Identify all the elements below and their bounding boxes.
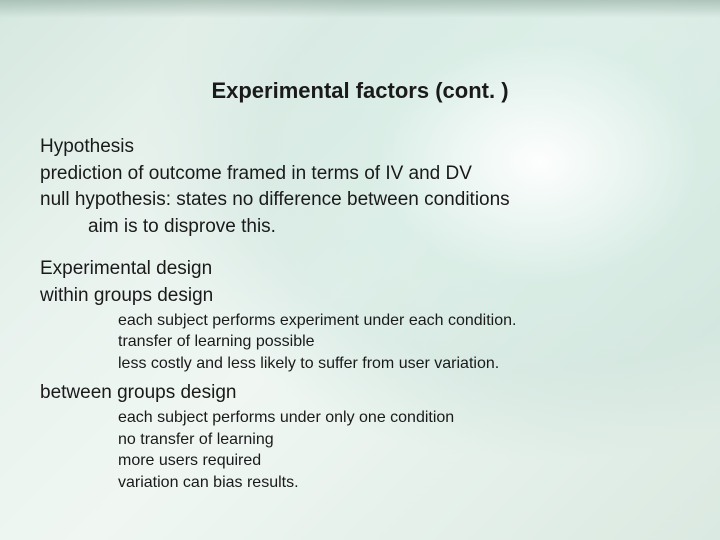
within-line-1: each subject performs experiment under e… [40,310,680,332]
slide-title: Experimental factors (cont. ) [40,78,680,104]
section-design-heading: Experimental design [40,256,680,283]
slide-content: Experimental factors (cont. ) Hypothesis… [0,0,720,540]
hypothesis-line-2: null hypothesis: states no difference be… [40,187,680,214]
between-line-1: each subject performs under only one con… [40,407,680,429]
within-line-3: less costly and less likely to suffer fr… [40,353,680,375]
within-groups-heading: within groups design [40,283,680,310]
between-line-4: variation can bias results. [40,472,680,494]
between-line-2: no transfer of learning [40,429,680,451]
hypothesis-line-1: prediction of outcome framed in terms of… [40,161,680,188]
between-groups-heading: between groups design [40,380,680,407]
between-line-3: more users required [40,450,680,472]
section-hypothesis-heading: Hypothesis [40,134,680,161]
spacer [40,240,680,256]
within-line-2: transfer of learning possible [40,331,680,353]
hypothesis-indented: aim is to disprove this. [40,214,680,241]
